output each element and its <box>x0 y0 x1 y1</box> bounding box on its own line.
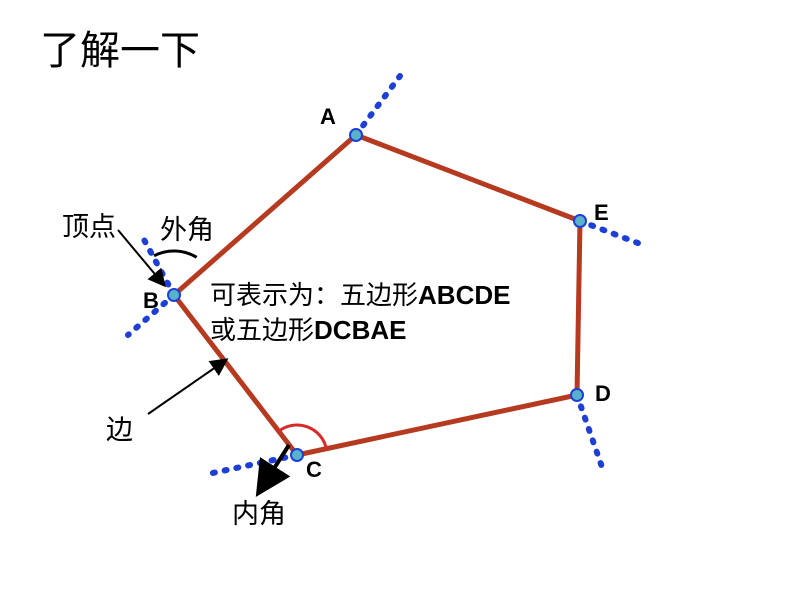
label-exterior-angle: 外角 <box>160 208 214 247</box>
label-vertex-word: 顶点 <box>62 205 116 244</box>
vertex-label-A: A <box>320 104 336 130</box>
vertex-label-B: B <box>143 288 159 314</box>
vertex-label-D: D <box>595 381 611 407</box>
label-interior-angle: 内角 <box>232 492 286 531</box>
caption-line2-bold: DCBAE <box>314 315 406 345</box>
caption-line2-prefix: 或五边形 <box>210 315 314 345</box>
vertex-label-E: E <box>594 200 609 226</box>
vertex-label-C: C <box>306 457 322 483</box>
page-title: 了解一下 <box>40 18 200 76</box>
caption-line1-prefix: 可表示为：五边形 <box>210 280 418 310</box>
caption-line1-bold: ABCDE <box>418 280 510 310</box>
polygon-naming-caption: 可表示为：五边形ABCDE 或五边形DCBAE <box>210 278 510 348</box>
label-side: 边 <box>106 408 133 447</box>
